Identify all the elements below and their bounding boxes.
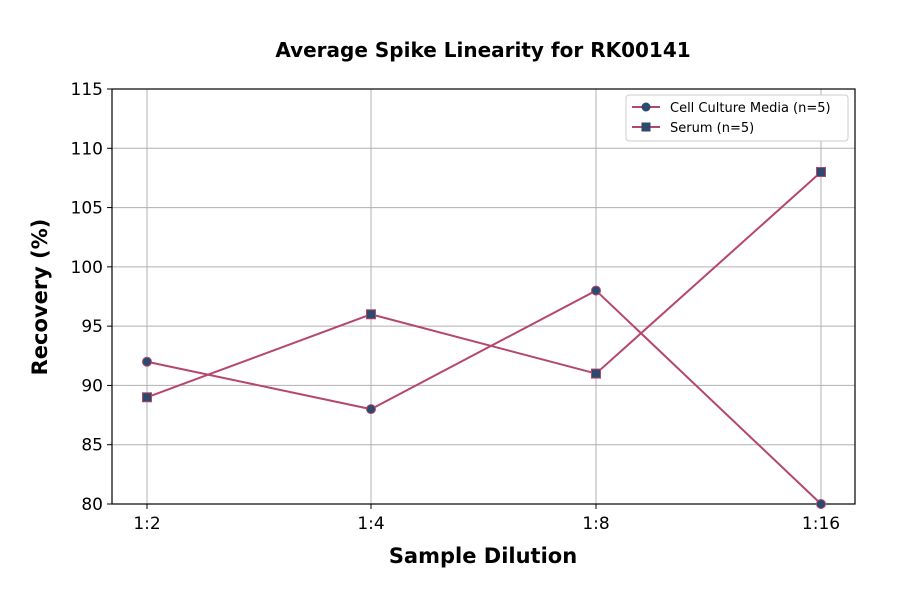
plot-frame — [111, 88, 856, 505]
legend-label: Cell Culture Media (n=5) — [670, 101, 831, 116]
series-layer — [142, 167, 826, 509]
x-tick-label: 1:4 — [357, 514, 384, 534]
data-point — [816, 499, 826, 509]
x-axis-label: Sample Dilution — [389, 544, 577, 568]
grid — [112, 88, 855, 505]
y-tick-label: 95 — [81, 317, 103, 337]
axis-ticks: 80 85 90 95 100 105 110 115 1:2 1:4 1:8 1:16 — [71, 80, 841, 534]
legend-box — [625, 94, 849, 142]
x-tick-label: 1:16 — [802, 514, 840, 534]
data-point — [366, 309, 376, 320]
data-point — [591, 285, 601, 296]
chart-title: Average Spike Linearity for RK00141 — [275, 38, 690, 62]
legend-marker-circle — [641, 102, 651, 112]
y-tick-label: 85 — [81, 436, 103, 456]
series-line — [146, 171, 822, 399]
y-tick-label: 90 — [81, 376, 103, 396]
y-tick-label: 105 — [71, 199, 103, 219]
y-tick-label: 115 — [71, 80, 103, 100]
y-axis-label: Recovery (%) — [28, 219, 52, 376]
data-point — [142, 356, 152, 367]
legend: Cell Culture Media (n=5) Serum (n=5) — [625, 94, 849, 142]
y-tick-label: 110 — [71, 139, 103, 159]
data-point — [816, 167, 826, 177]
legend-marker-square — [641, 122, 651, 132]
series-line — [146, 289, 822, 505]
y-tick-label: 100 — [71, 258, 103, 278]
x-tick-label: 1:8 — [582, 514, 609, 534]
y-tick-label: 80 — [81, 495, 103, 515]
legend-label: Serum (n=5) — [670, 121, 754, 136]
data-point — [366, 404, 376, 415]
x-tick-label: 1:2 — [133, 514, 160, 534]
data-point — [591, 368, 601, 379]
data-point — [142, 392, 152, 403]
